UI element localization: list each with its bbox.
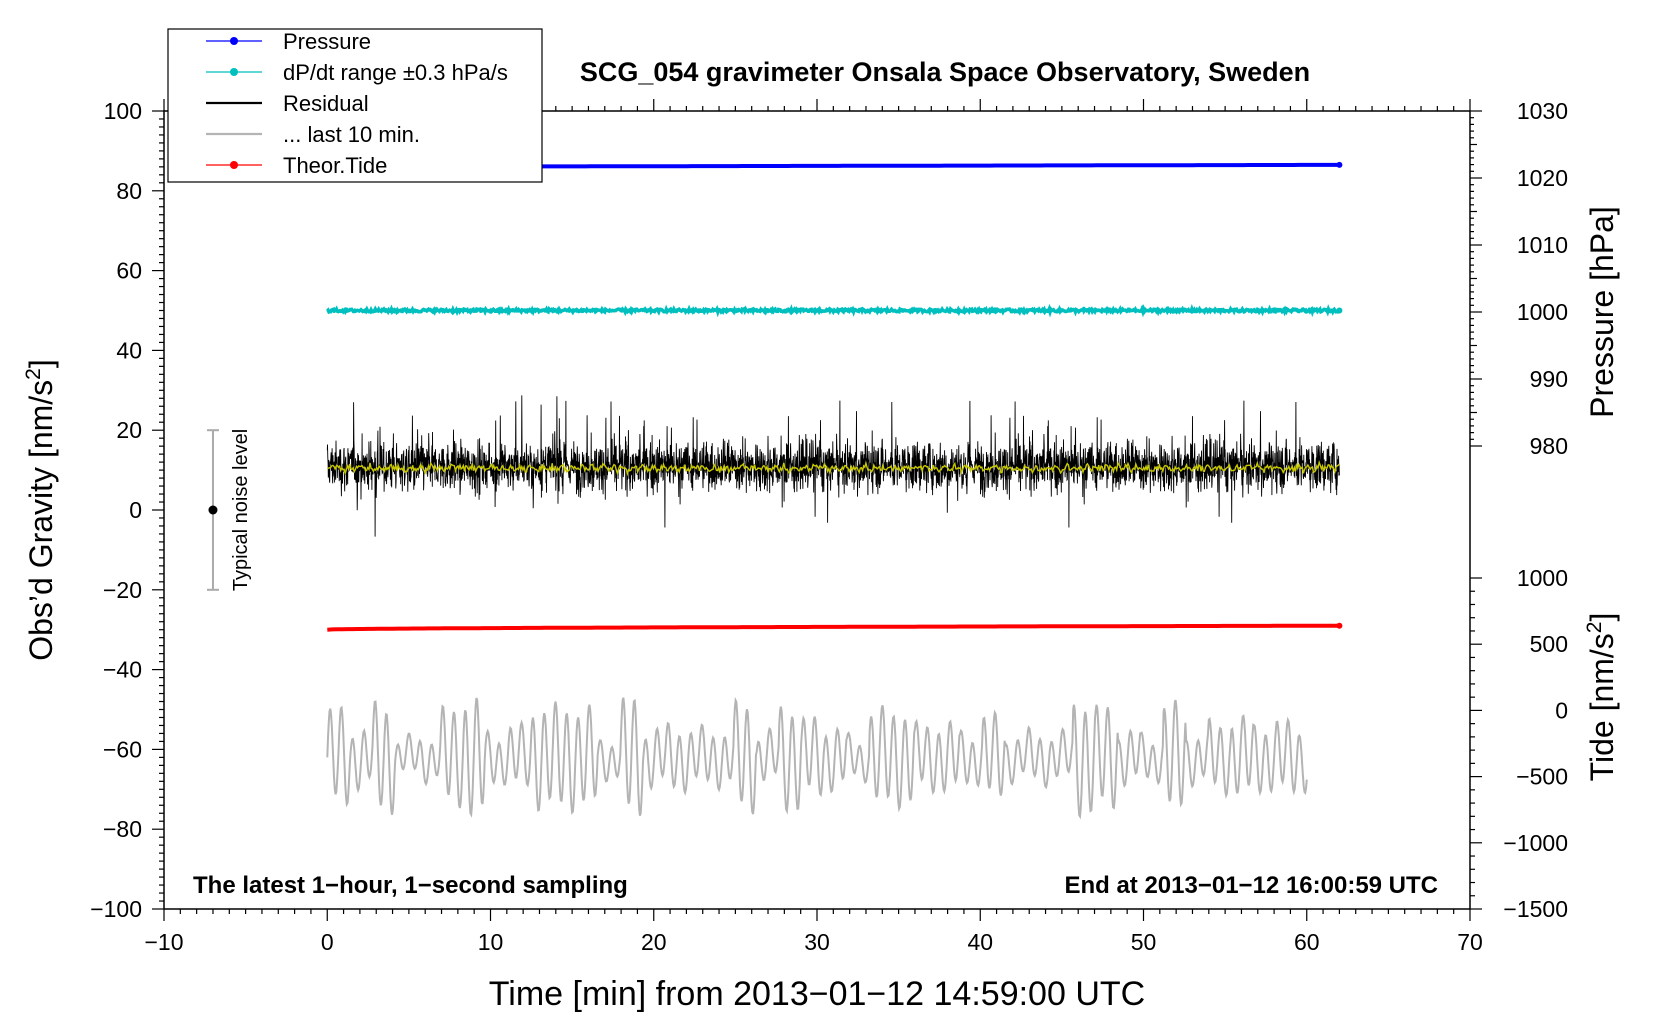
tide-tick-label: 0 — [1555, 697, 1568, 723]
tide-tick-label: 500 — [1530, 631, 1568, 657]
y-tick-label: −20 — [103, 577, 142, 603]
pressure-tick-label: 1020 — [1517, 165, 1568, 191]
tide-tick-labels: 1000 500 0 −500 −1000 −1500 — [1503, 565, 1568, 922]
pressure-tick-label: 990 — [1530, 366, 1568, 392]
pressure-tick-label: 1010 — [1517, 232, 1568, 258]
legend-label: ... last 10 min. — [283, 122, 420, 147]
legend-marker — [230, 161, 238, 169]
tide-tick-label: −500 — [1516, 764, 1568, 790]
y-tick-label: 40 — [116, 337, 142, 363]
y-tick-label: −100 — [90, 896, 142, 922]
x-tick-label: 70 — [1457, 929, 1483, 955]
tide-tick-label: −1500 — [1503, 896, 1568, 922]
y-tick-label: −60 — [103, 736, 142, 762]
x-tick-label: 50 — [1131, 929, 1157, 955]
pressure-end-marker — [1336, 161, 1343, 168]
dpdt-end-marker — [1336, 307, 1343, 314]
y-axis-label-tide: Tide [nm/s2] — [1583, 613, 1620, 782]
y-tick-label: −40 — [103, 657, 142, 683]
residual-smoothed-line — [326, 459, 1340, 477]
series-group — [325, 161, 1343, 820]
x-tick-label: 40 — [967, 929, 993, 955]
legend-box — [167, 28, 543, 183]
noise-level-indicator: Typical noise level — [206, 429, 252, 591]
y-tick-labels-left: 100 80 60 40 20 0 −20 −40 −60 −80 −100 — [90, 98, 142, 922]
y-tick-label: 100 — [104, 98, 142, 124]
annotation-sampling: The latest 1−hour, 1−second sampling — [193, 872, 628, 899]
legend-marker — [230, 37, 238, 45]
tide-end-marker — [1336, 622, 1343, 629]
x-tick-label: 20 — [641, 929, 667, 955]
x-tick-label: 30 — [804, 929, 830, 955]
x-tick-label: 60 — [1294, 929, 1320, 955]
y-tick-label: 80 — [116, 178, 142, 204]
y-tick-label: 0 — [129, 497, 142, 523]
legend-label: Residual — [283, 91, 369, 116]
y-tick-label: 20 — [116, 417, 142, 443]
tide-tick-label: 1000 — [1517, 565, 1568, 591]
x-tick-labels: −10 0 10 20 30 40 50 60 70 — [144, 929, 1482, 955]
noise-label: Typical noise level — [230, 429, 252, 591]
legend-label: dP/dt range ±0.3 hPa/s — [283, 60, 508, 85]
chart-title: SCG_054 gravimeter Onsala Space Observat… — [580, 57, 1310, 87]
x-tick-label: 0 — [321, 929, 334, 955]
legend-label: Theor.Tide — [283, 153, 387, 178]
pressure-tick-label: 1000 — [1517, 299, 1568, 325]
noise-bar-center — [208, 505, 218, 515]
y-axis-label-pressure: Pressure [hPa] — [1584, 206, 1620, 418]
dpdt-line — [325, 303, 1341, 318]
x-tick-label: −10 — [144, 929, 183, 955]
y-tick-label: −80 — [103, 816, 142, 842]
axis-ticks — [152, 99, 1482, 921]
pressure-tick-label: 980 — [1530, 433, 1568, 459]
pressure-tick-labels: 1030 1020 1010 1000 990 980 — [1517, 98, 1568, 459]
x-axis-label: Time [min] from 2013−01−12 14:59:00 UTC — [489, 975, 1145, 1013]
y-tick-label: 60 — [116, 258, 142, 284]
x-tick-label: 10 — [478, 929, 504, 955]
legend-marker — [230, 68, 238, 76]
legend: Pressure dP/dt range ±0.3 hPa/s Residual..… — [167, 28, 543, 183]
y-axis-label-left: Obs’d Gravity [nm/s2] — [22, 359, 59, 661]
pressure-tick-label: 1030 — [1517, 98, 1568, 124]
last-10-min-line — [326, 696, 1308, 820]
tide-line — [327, 623, 1340, 632]
annotation-end-time: End at 2013−01−12 16:00:59 UTC — [1064, 872, 1438, 899]
legend-label: Pressure — [283, 29, 371, 54]
plot-frame — [163, 110, 1471, 910]
tide-tick-label: −1000 — [1503, 830, 1568, 856]
